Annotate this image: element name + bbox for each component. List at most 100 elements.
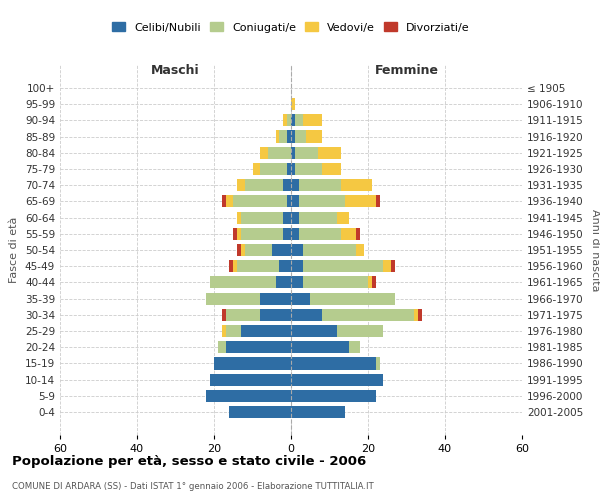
Bar: [253, 163, 260, 175]
Bar: [310, 292, 395, 304]
Bar: [226, 341, 291, 353]
Bar: [237, 260, 280, 272]
Bar: [287, 196, 291, 207]
Bar: [291, 179, 299, 191]
Bar: [341, 228, 356, 240]
Text: Popolazione per età, sesso e stato civile - 2006: Popolazione per età, sesso e stato civil…: [12, 454, 366, 468]
Y-axis label: Fasce di età: Fasce di età: [10, 217, 19, 283]
Bar: [237, 228, 241, 240]
Bar: [295, 130, 307, 142]
Bar: [291, 276, 302, 288]
Bar: [241, 325, 291, 337]
Bar: [206, 292, 260, 304]
Bar: [222, 196, 226, 207]
Bar: [245, 179, 283, 191]
Bar: [307, 130, 322, 142]
Bar: [302, 244, 356, 256]
Bar: [237, 244, 241, 256]
Bar: [302, 114, 322, 126]
Bar: [291, 325, 337, 337]
Bar: [287, 130, 291, 142]
Bar: [291, 163, 295, 175]
Bar: [237, 212, 241, 224]
Bar: [299, 228, 341, 240]
Bar: [260, 309, 291, 321]
Bar: [291, 341, 349, 353]
Bar: [372, 276, 376, 288]
Y-axis label: Anni di nascita: Anni di nascita: [590, 209, 600, 291]
Bar: [233, 196, 287, 207]
Bar: [272, 244, 291, 256]
Bar: [356, 244, 364, 256]
Bar: [291, 114, 295, 126]
Bar: [299, 212, 337, 224]
Bar: [280, 260, 291, 272]
Legend: Celibi/Nubili, Coniugati/e, Vedovi/e, Divorziati/e: Celibi/Nubili, Coniugati/e, Vedovi/e, Di…: [109, 19, 473, 36]
Bar: [302, 260, 383, 272]
Bar: [376, 358, 380, 370]
Bar: [237, 179, 245, 191]
Bar: [291, 212, 299, 224]
Bar: [268, 146, 291, 159]
Bar: [291, 390, 376, 402]
Bar: [291, 146, 295, 159]
Bar: [299, 179, 341, 191]
Text: Femmine: Femmine: [374, 64, 439, 76]
Bar: [241, 212, 283, 224]
Bar: [206, 390, 291, 402]
Bar: [222, 325, 226, 337]
Bar: [291, 260, 302, 272]
Bar: [341, 179, 372, 191]
Bar: [226, 196, 233, 207]
Bar: [283, 228, 291, 240]
Bar: [291, 228, 299, 240]
Bar: [218, 341, 226, 353]
Bar: [376, 196, 380, 207]
Text: COMUNE DI ARDARA (SS) - Dati ISTAT 1° gennaio 2006 - Elaborazione TUTTITALIA.IT: COMUNE DI ARDARA (SS) - Dati ISTAT 1° ge…: [12, 482, 374, 491]
Bar: [260, 146, 268, 159]
Bar: [318, 146, 341, 159]
Bar: [337, 212, 349, 224]
Bar: [229, 406, 291, 418]
Bar: [291, 374, 383, 386]
Bar: [391, 260, 395, 272]
Bar: [295, 146, 318, 159]
Bar: [226, 309, 260, 321]
Bar: [291, 406, 345, 418]
Bar: [260, 163, 287, 175]
Bar: [368, 276, 372, 288]
Bar: [291, 309, 322, 321]
Bar: [337, 325, 383, 337]
Bar: [226, 325, 241, 337]
Bar: [383, 260, 391, 272]
Bar: [283, 179, 291, 191]
Bar: [233, 260, 237, 272]
Bar: [345, 196, 376, 207]
Bar: [233, 228, 237, 240]
Bar: [260, 292, 291, 304]
Bar: [302, 276, 368, 288]
Bar: [299, 196, 345, 207]
Bar: [322, 309, 414, 321]
Bar: [275, 276, 291, 288]
Bar: [210, 276, 275, 288]
Bar: [245, 244, 272, 256]
Bar: [291, 98, 295, 110]
Bar: [418, 309, 422, 321]
Bar: [287, 114, 291, 126]
Bar: [291, 196, 299, 207]
Bar: [214, 358, 291, 370]
Bar: [275, 130, 280, 142]
Bar: [291, 244, 302, 256]
Bar: [287, 163, 291, 175]
Bar: [322, 163, 341, 175]
Bar: [222, 309, 226, 321]
Bar: [295, 114, 302, 126]
Bar: [241, 228, 283, 240]
Text: Maschi: Maschi: [151, 64, 200, 76]
Bar: [241, 244, 245, 256]
Bar: [283, 212, 291, 224]
Bar: [414, 309, 418, 321]
Bar: [283, 114, 287, 126]
Bar: [291, 130, 295, 142]
